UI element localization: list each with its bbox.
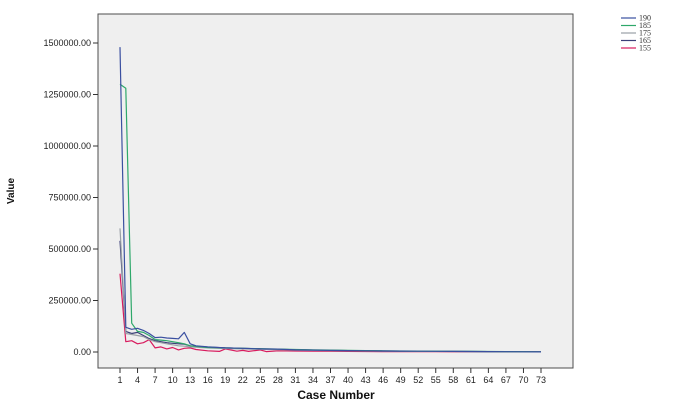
x-tick-label: 58: [448, 375, 458, 385]
legend-label: 190: [639, 14, 651, 23]
x-tick-label: 16: [203, 375, 213, 385]
x-tick-label: 61: [466, 375, 476, 385]
legend-label: 165: [639, 36, 651, 45]
legend-label: 155: [639, 44, 651, 53]
y-tick-label: 1500000.00: [43, 38, 91, 48]
x-tick-label: 67: [501, 375, 511, 385]
x-axis-title: Case Number: [297, 388, 375, 402]
y-tick-label: 1000000.00: [43, 141, 91, 151]
x-tick-label: 10: [168, 375, 178, 385]
x-tick-label: 25: [255, 375, 265, 385]
y-tick-label: 750000.00: [48, 193, 91, 203]
x-tick-label: 22: [238, 375, 248, 385]
y-tick-label: 250000.00: [48, 296, 91, 306]
y-axis-title: Value: [6, 178, 17, 205]
x-tick-label: 4: [135, 375, 140, 385]
y-axis: 0.00 250000.00 500000.00 750000.00 1000000.0…: [43, 38, 98, 357]
legend-label: 175: [639, 29, 651, 38]
plot-area: [97, 13, 574, 369]
x-tick-label: 37: [325, 375, 335, 385]
y-tick-label: 1250000.00: [43, 90, 91, 100]
x-tick-label: 49: [396, 375, 406, 385]
x-tick-label: 40: [343, 375, 353, 385]
y-tick-label: 0.00: [73, 347, 91, 357]
x-tick-label: 70: [518, 375, 528, 385]
x-tick-label: 55: [431, 375, 441, 385]
series-line-190: [119, 47, 542, 353]
x-tick-label: 34: [308, 375, 318, 385]
x-tick-label: 43: [361, 375, 371, 385]
x-tick-label: 64: [483, 375, 493, 385]
legend-label: 185: [639, 21, 651, 30]
series-layer: [119, 47, 542, 353]
x-tick-label: 52: [413, 375, 423, 385]
x-tick-label: 73: [536, 375, 546, 385]
y-tick-label: 500000.00: [48, 244, 91, 254]
x-tick-label: 13: [185, 375, 195, 385]
x-tick-label: 28: [273, 375, 283, 385]
x-tick-label: 31: [290, 375, 300, 385]
x-tick-label: 1: [117, 375, 122, 385]
x-tick-label: 19: [220, 375, 230, 385]
x-axis: 1 4 7 10 13 16 19 22 25 28 31 34 37 40 43 46 49 52 55 58 61 6…: [117, 368, 546, 385]
x-tick-label: 7: [153, 375, 158, 385]
x-tick-label: 46: [378, 375, 388, 385]
